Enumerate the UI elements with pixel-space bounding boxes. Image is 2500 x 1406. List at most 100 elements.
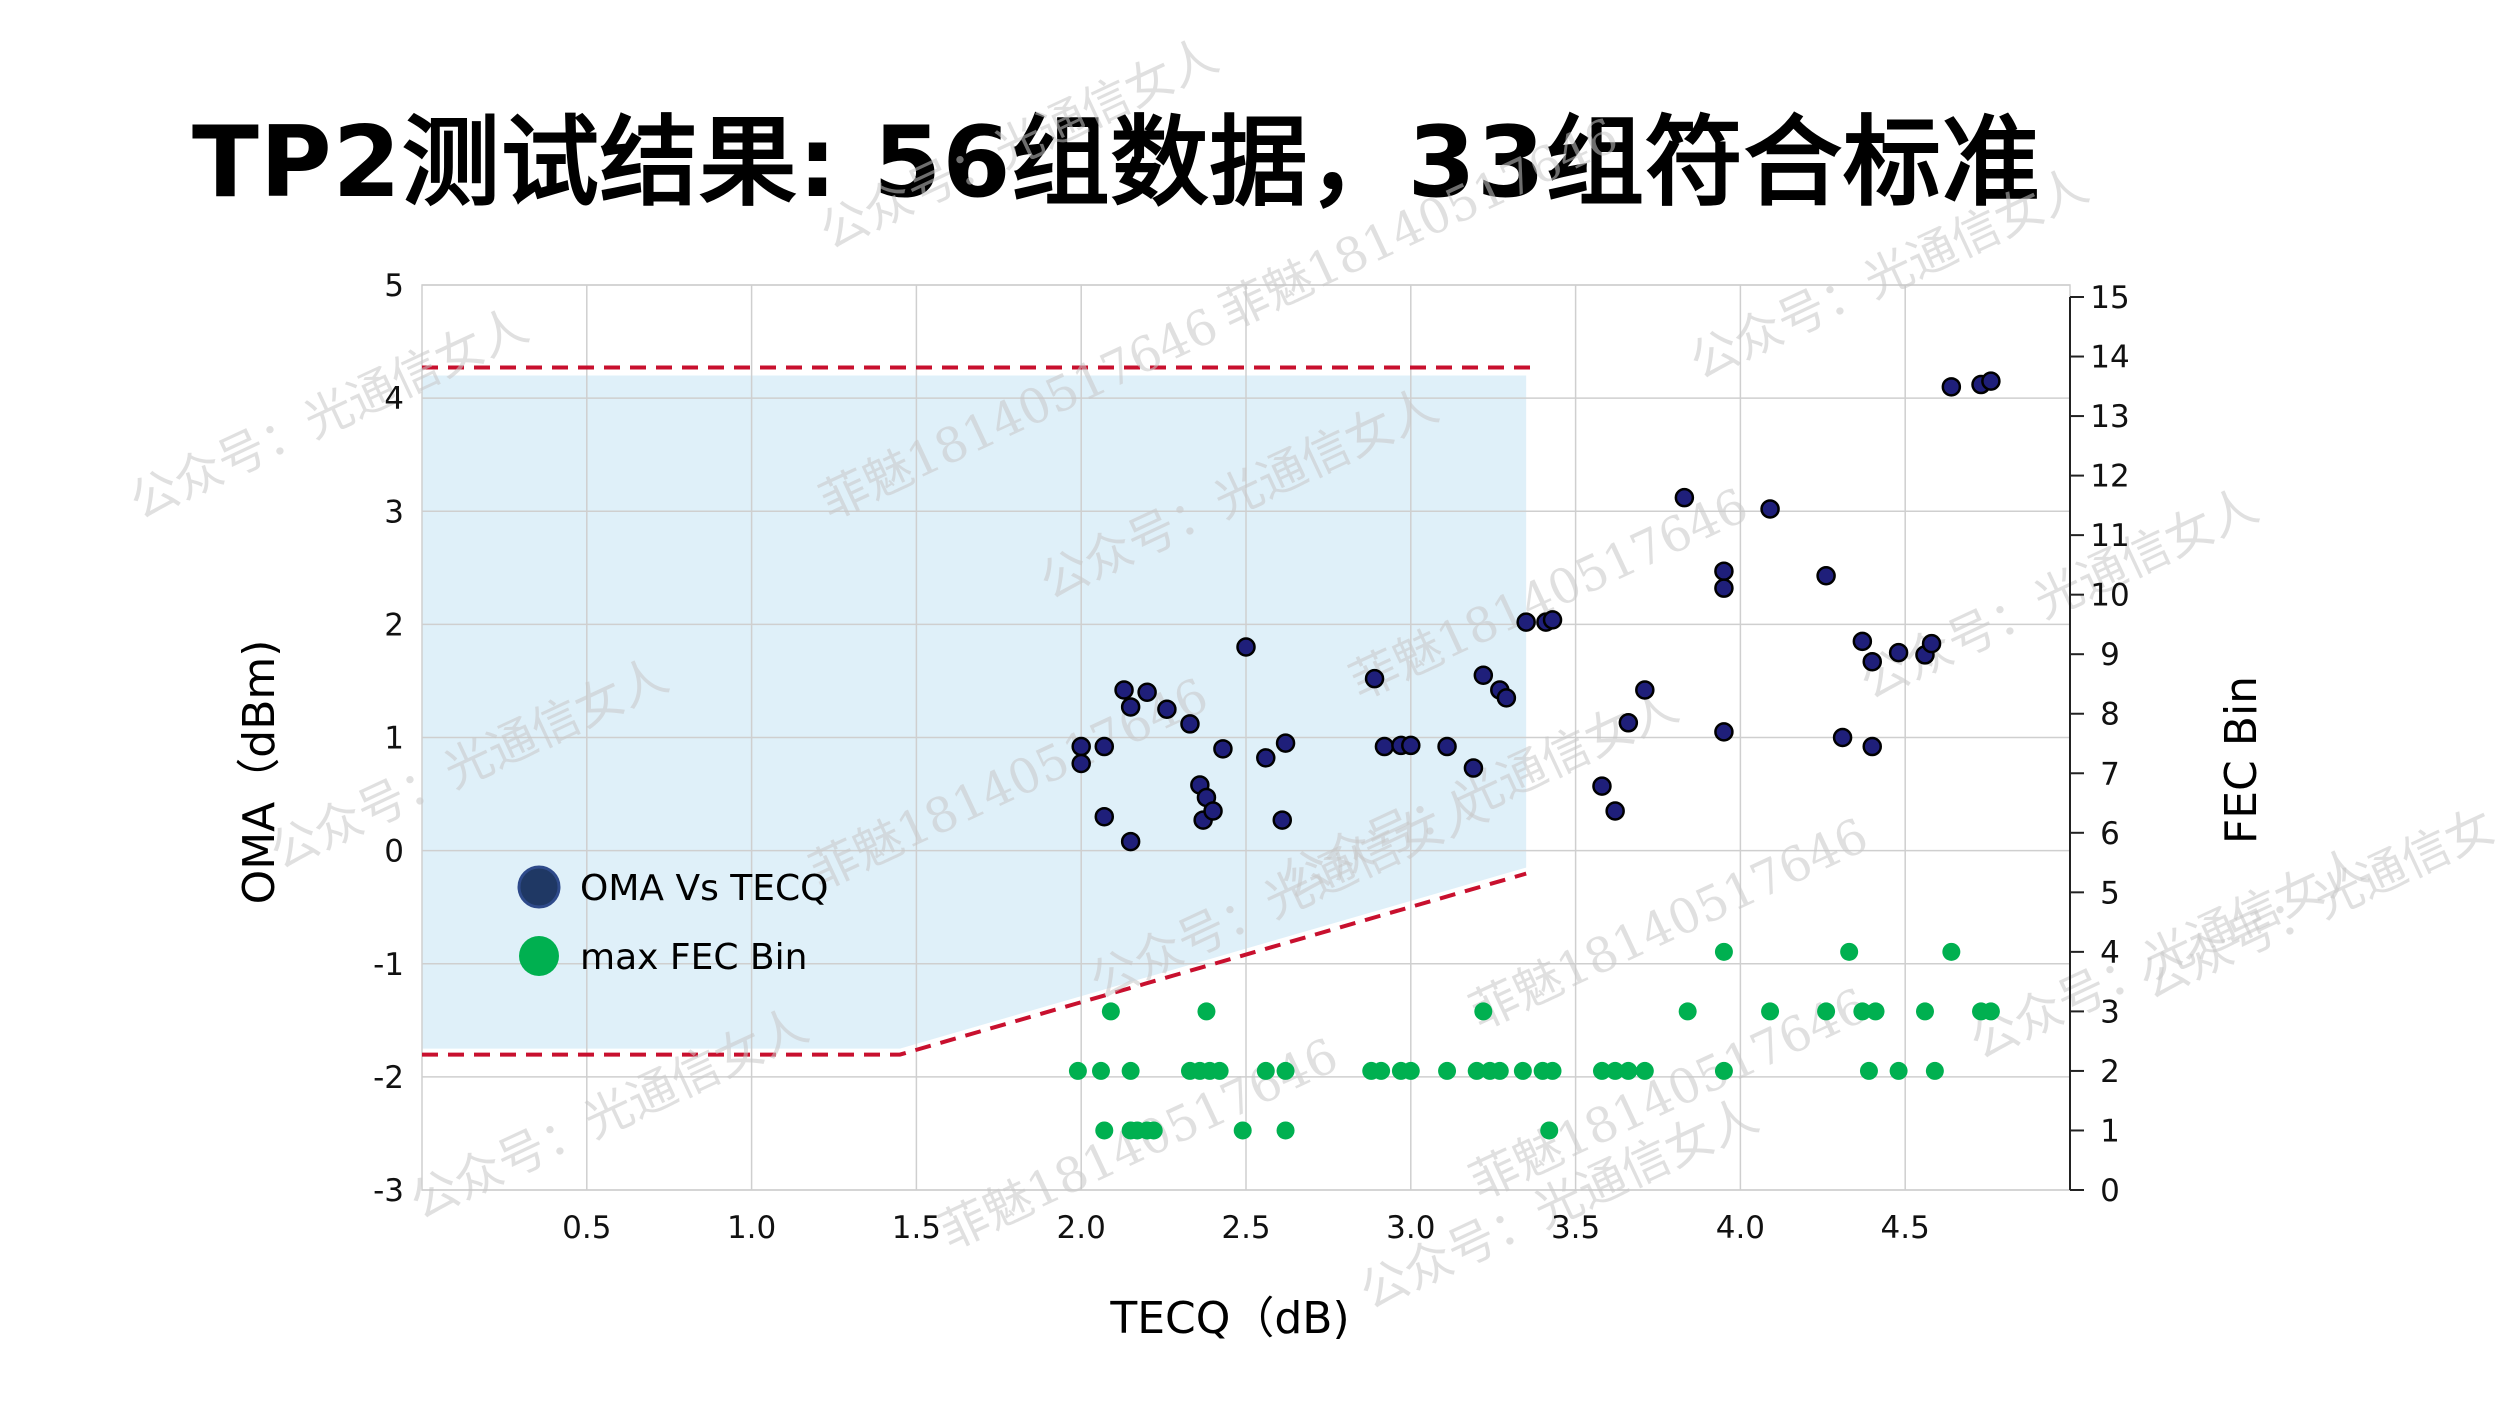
watermark-text: 公众号：光通信女人 — [2131, 778, 2500, 1011]
page-title: TP2测试结果: 56组数据，33组符合标准 — [192, 106, 2041, 220]
fec-bin-point — [1276, 1121, 1295, 1140]
x-tick-label: 3.0 — [1386, 1210, 1435, 1246]
oma-point — [1256, 748, 1276, 768]
fec-bin-point — [1606, 1061, 1625, 1080]
oma-point — [1157, 699, 1177, 719]
oma-point — [1496, 688, 1517, 708]
y-right-tick-label: 5 — [2100, 875, 2120, 911]
oma-point — [1236, 637, 1256, 657]
y-right-tick-label: 3 — [2100, 994, 2120, 1030]
oma-point — [1203, 801, 1223, 821]
y-left-tick-label: -1 — [373, 947, 404, 983]
x-tick-label: 4.0 — [1716, 1210, 1765, 1246]
fec-bin-point — [1068, 1061, 1087, 1080]
oma-point — [1981, 371, 2001, 391]
oma-point — [1071, 753, 1091, 774]
oma-point — [1364, 668, 1385, 689]
y-right-tick-label: 15 — [2090, 280, 2129, 316]
oma-point — [1071, 736, 1091, 757]
fec-bin-point — [1233, 1121, 1252, 1140]
limit-line-layer — [422, 365, 1535, 1057]
oma-point — [1516, 612, 1536, 632]
oma-point — [1714, 561, 1734, 581]
oma-point — [1137, 682, 1157, 702]
fec-bin-point — [1942, 942, 1961, 961]
fec-bin-point — [1635, 1061, 1654, 1080]
fec-bin-point — [1256, 1061, 1275, 1080]
oma-point — [1120, 831, 1141, 852]
oma-point — [1401, 735, 1421, 756]
oma-point — [1862, 736, 1882, 757]
fec-bin-point — [1619, 1061, 1638, 1080]
oma-point — [1674, 487, 1695, 508]
oma-point — [1816, 565, 1836, 586]
fec-bin-point — [1276, 1061, 1295, 1080]
lower-limit-line — [422, 871, 1527, 1057]
x-tick-label: 2.0 — [1057, 1210, 1106, 1246]
fec-bin-point — [1372, 1061, 1391, 1080]
legend-marker-oma — [517, 865, 561, 909]
watermark-text: 菲魅18140517646 — [1211, 108, 1626, 341]
y-right-tick-label: 13 — [2090, 399, 2129, 435]
watermark-text: 公众号：光通信女人 — [1681, 158, 2096, 391]
y-right-tick-label: 11 — [2090, 518, 2129, 554]
fec-bin-point — [1091, 1061, 1110, 1080]
oma-point — [1463, 758, 1484, 778]
oma-point — [1941, 377, 1962, 397]
oma-point — [1832, 727, 1853, 748]
x-tick-label: 2.5 — [1221, 1210, 1270, 1246]
fec-bin-point — [1761, 1002, 1780, 1021]
fec-bin-point — [1197, 1002, 1216, 1021]
fec-bin-point — [1840, 942, 1859, 961]
oma-point — [1542, 610, 1563, 630]
oma-point — [1605, 801, 1625, 821]
fec-bin-point — [1714, 1061, 1733, 1080]
fec-bin-point — [1095, 1121, 1114, 1140]
y-right-tick-label: 7 — [2100, 756, 2120, 792]
y-right-tick-label: 4 — [2100, 935, 2120, 971]
x-tick-label: 1.0 — [727, 1210, 776, 1246]
y-right-tick-label: 12 — [2090, 459, 2129, 495]
y-right-tick-label: 8 — [2100, 697, 2120, 733]
oma-point — [1213, 739, 1233, 759]
oma-point — [1714, 722, 1734, 742]
watermark-text: 公众号：光通信女人 — [811, 28, 1226, 261]
fec-bin-point — [1889, 1061, 1908, 1080]
fec-bin-point — [1210, 1061, 1229, 1080]
oma-point — [1180, 714, 1200, 734]
oma-point — [1862, 651, 1882, 672]
y-left-tick-label: 4 — [384, 381, 404, 417]
fec-bin-point — [1438, 1061, 1457, 1080]
y-right-tick-label: 10 — [2090, 578, 2129, 614]
y-left-tick-label: 5 — [384, 268, 404, 304]
x-tick-label: 4.5 — [1881, 1210, 1930, 1246]
y-right-tick-label: 1 — [2100, 1113, 2120, 1149]
x-tick-label: 3.5 — [1551, 1210, 1600, 1246]
legend-label-oma: OMA Vs TECQ — [580, 868, 829, 909]
fec-bin-point — [1853, 1002, 1872, 1021]
tick-label-layer: 0.5 1.0 1.5 2.0 2.5 3.0 3.5 4.0 4.5543210-1-2-31… — [373, 268, 2130, 1246]
y-axis-label-right: FEC Bin — [2216, 676, 2267, 844]
data-point-layer — [1068, 371, 2001, 1140]
fec-bin-point — [1915, 1002, 1934, 1021]
fec-bin-point — [1866, 1002, 1885, 1021]
x-axis-label: TECQ（dB) — [1109, 1293, 1349, 1344]
oma-point — [1852, 631, 1873, 652]
fec-bin-point — [1540, 1121, 1559, 1140]
y-left-tick-label: 3 — [384, 494, 404, 530]
oma-point — [1437, 736, 1457, 757]
oma-point — [1094, 806, 1115, 827]
x-tick-label: 0.5 — [562, 1210, 611, 1246]
oma-point — [1635, 680, 1655, 700]
legend: OMA Vs TECQ max FEC Bin — [517, 865, 829, 978]
oma-point — [1114, 680, 1134, 700]
oma-point — [1760, 499, 1780, 519]
fec-bin-point — [1714, 942, 1733, 961]
oma-point — [1473, 665, 1494, 686]
fec-bin-point — [1513, 1061, 1532, 1080]
fec-bin-point — [1101, 1002, 1120, 1021]
oma-point — [1120, 697, 1141, 717]
fec-bin-point — [1981, 1002, 2000, 1021]
fec-bin-point — [1592, 1061, 1611, 1080]
y-left-tick-label: 1 — [384, 721, 404, 757]
